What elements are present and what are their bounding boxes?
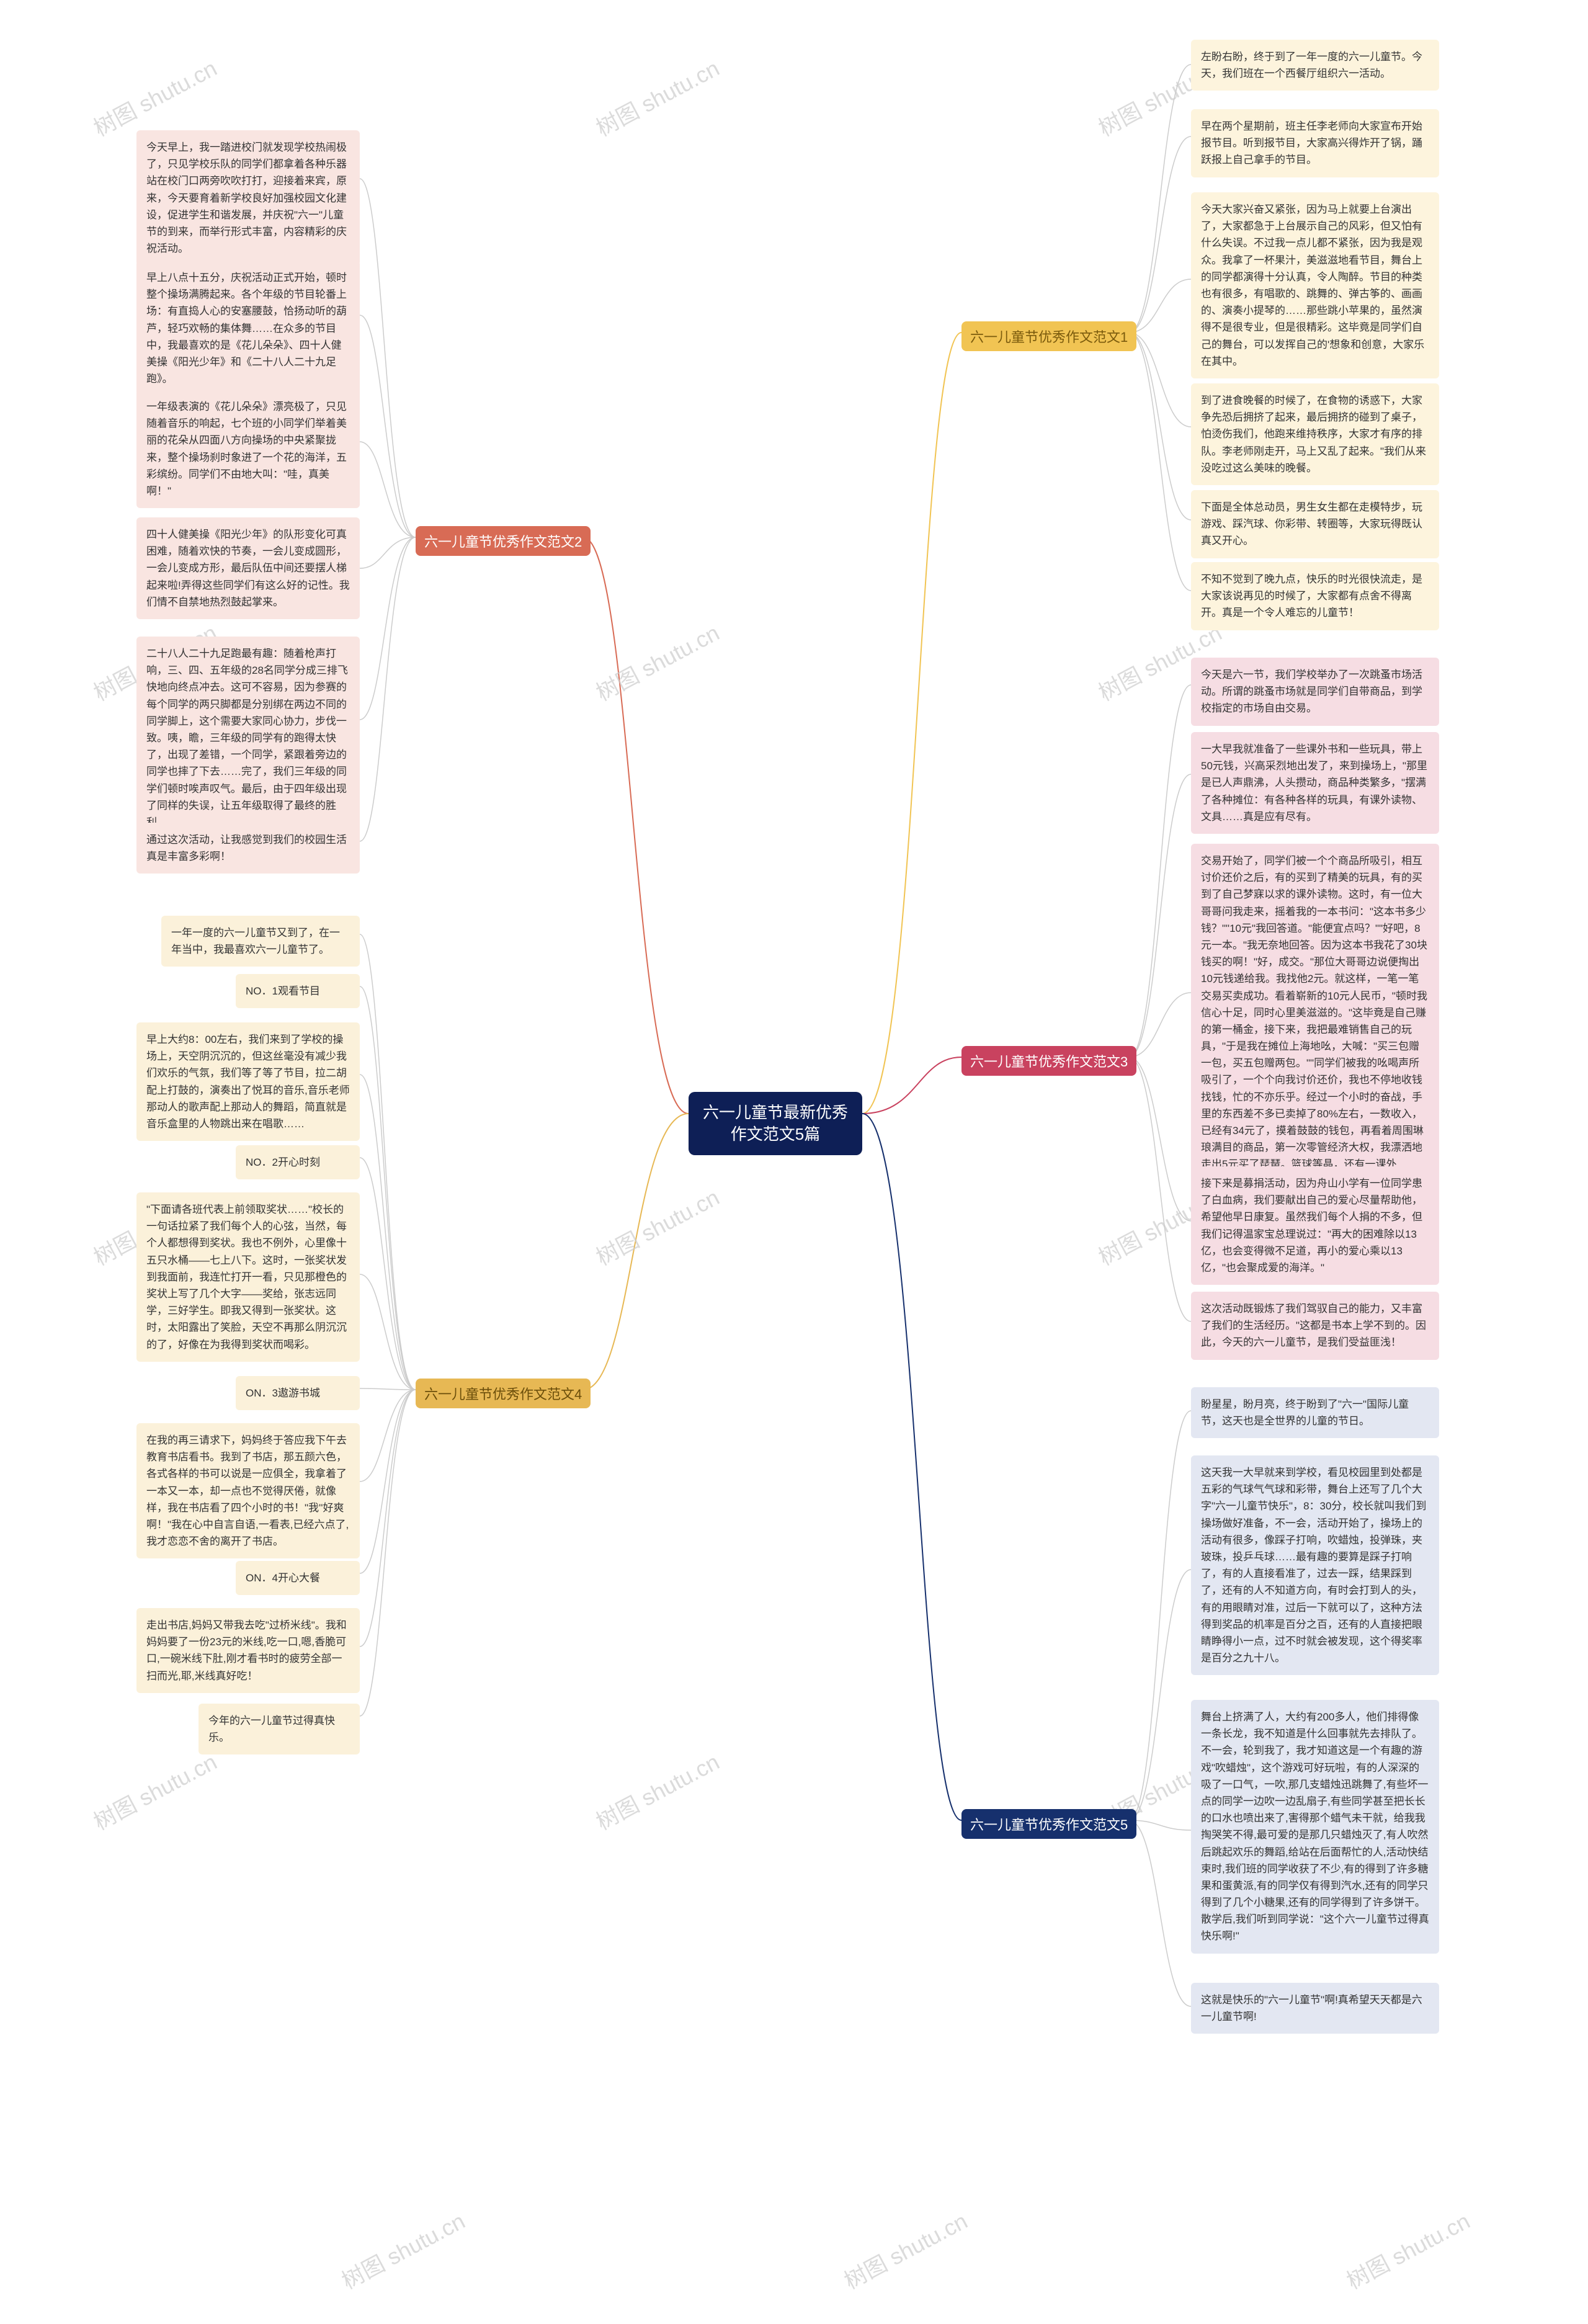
leaf-1-0: 左盼右盼，终于到了一年一度的六一儿童节。今天，我们班在一个西餐厅组织六一活动。 [1191, 40, 1439, 91]
watermark: 树图 shutu.cn [838, 2204, 973, 2295]
leaf-5-2: 舞台上挤满了人，大约有200多人，他们排得像一条长龙，我不知道是什么回事就先去排… [1191, 1700, 1439, 1954]
leaf-3-2: 交易开始了，同学们被一个个商品所吸引，相互讨价还价之后，有的买到了精美的玩具，有… [1191, 844, 1439, 1199]
leaf-1-5: 不知不觉到了晚九点，快乐的时光很快流走，是大家该说再见的时候了，大家都有点舍不得… [1191, 562, 1439, 630]
leaf-2-3: 四十人健美操《阳光少年》的队形变化可真困难，随着欢快的节奏，一会儿变成圆形，一会… [136, 517, 360, 619]
leaf-4-9: 今年的六一儿童节过得真快乐。 [198, 1704, 360, 1754]
leaf-2-5: 通过这次活动，让我感觉到我们的校园生活真是丰富多彩啊！ [136, 823, 360, 874]
leaf-4-6: 在我的再三请求下，妈妈终于答应我下午去教育书店看书。我到了书店，那五颜六色，各式… [136, 1423, 360, 1558]
watermark: 树图 shutu.cn [1340, 2204, 1475, 2295]
watermark: 树图 shutu.cn [336, 2204, 470, 2295]
leaf-3-3: 接下来是募捐活动，因为舟山小学有一位同学患了白血病，我们要献出自己的爱心尽量帮助… [1191, 1166, 1439, 1285]
branch-3: 六一儿童节优秀作文范文3 [961, 1046, 1136, 1076]
leaf-1-2: 今天大家兴奋又紧张，因为马上就要上台演出了，大家都急于上台展示自己的风彩，但又怕… [1191, 192, 1439, 378]
branch-4: 六一儿童节优秀作文范文4 [416, 1379, 591, 1408]
leaf-1-1: 早在两个星期前，班主任李老师向大家宣布开始报节目。听到报节目，大家高兴得炸开了锅… [1191, 109, 1439, 177]
leaf-4-1: NO．1观看节目 [236, 974, 360, 1008]
watermark: 树图 shutu.cn [87, 1745, 222, 1836]
central-topic: 六一儿童节最新优秀作文范文5篇 [689, 1092, 862, 1155]
leaf-1-4: 下面是全体总动员，男生女生都在走模特步，玩游戏、踩汽球、你彩带、转圈等，大家玩得… [1191, 490, 1439, 558]
leaf-4-5: ON．3遨游书城 [236, 1376, 360, 1410]
leaf-4-2: 早上大约8：00左右，我们来到了学校的操场上，天空阴沉沉的，但这丝毫没有减少我们… [136, 1022, 360, 1141]
leaf-4-4: "下面请各班代表上前领取奖状……"校长的一句话拉紧了我们每个人的心弦，当然，每个… [136, 1192, 360, 1362]
leaf-5-0: 盼星星，盼月亮，终于盼到了"六一"国际儿童节，这天也是全世界的儿童的节日。 [1191, 1387, 1439, 1438]
leaf-2-0: 今天早上，我一踏进校门就发现学校热闹极了，只见学校乐队的同学们都拿着各种乐器站在… [136, 130, 360, 266]
watermark: 树图 shutu.cn [87, 51, 222, 143]
leaf-2-4: 二十八人二十九足跑最有趣：随着枪声打响，三、四、五年级的28名同学分成三排飞快地… [136, 637, 360, 839]
watermark: 树图 shutu.cn [590, 1745, 725, 1836]
leaf-4-7: ON．4开心大餐 [236, 1561, 360, 1595]
leaf-4-0: 一年一度的六一儿童节又到了，在一年当中，我最喜欢六一儿童节了。 [161, 916, 360, 967]
branch-5: 六一儿童节优秀作文范文5 [961, 1809, 1136, 1839]
leaf-2-2: 一年级表演的《花儿朵朵》漂亮极了，只见随着音乐的响起，七个班的小同学们举着美丽的… [136, 390, 360, 508]
leaf-4-3: NO．2开心时刻 [236, 1145, 360, 1179]
leaf-4-8: 走出书店,妈妈又带我去吃"过桥米线"。我和妈妈要了一份23元的米线,吃一口,嗯,… [136, 1608, 360, 1693]
leaf-5-1: 这天我一大早就来到学校，看见校园里到处都是五彩的气球气气球和彩带，舞台上还写了几… [1191, 1455, 1439, 1675]
branch-1: 六一儿童节优秀作文范文1 [961, 321, 1136, 351]
watermark: 树图 shutu.cn [590, 51, 725, 143]
leaf-2-1: 早上八点十五分，庆祝活动正式开始，顿时整个操场满腾起来。各个年级的节目轮番上场：… [136, 261, 360, 396]
branch-2: 六一儿童节优秀作文范文2 [416, 526, 591, 556]
watermark: 树图 shutu.cn [590, 615, 725, 707]
watermark: 树图 shutu.cn [590, 1180, 725, 1272]
leaf-3-0: 今天是六一节，我们学校举办了一次跳蚤市场活动。所谓的跳蚤市场就是同学们自带商品，… [1191, 658, 1439, 726]
leaf-3-4: 这次活动既锻炼了我们驾驭自己的能力，又丰富了我们的生活经历。"这都是书本上学不到… [1191, 1292, 1439, 1360]
leaf-1-3: 到了进食晚餐的时候了，在食物的诱惑下，大家争先恐后拥挤了起来，最后拥挤的碰到了桌… [1191, 383, 1439, 485]
leaf-5-3: 这就是快乐的"六一儿童节"啊!真希望天天都是六一儿童节啊! [1191, 1983, 1439, 2034]
leaf-3-1: 一大早我就准备了一些课外书和一些玩具，带上50元钱，兴高采烈地出发了，来到操场上… [1191, 732, 1439, 834]
